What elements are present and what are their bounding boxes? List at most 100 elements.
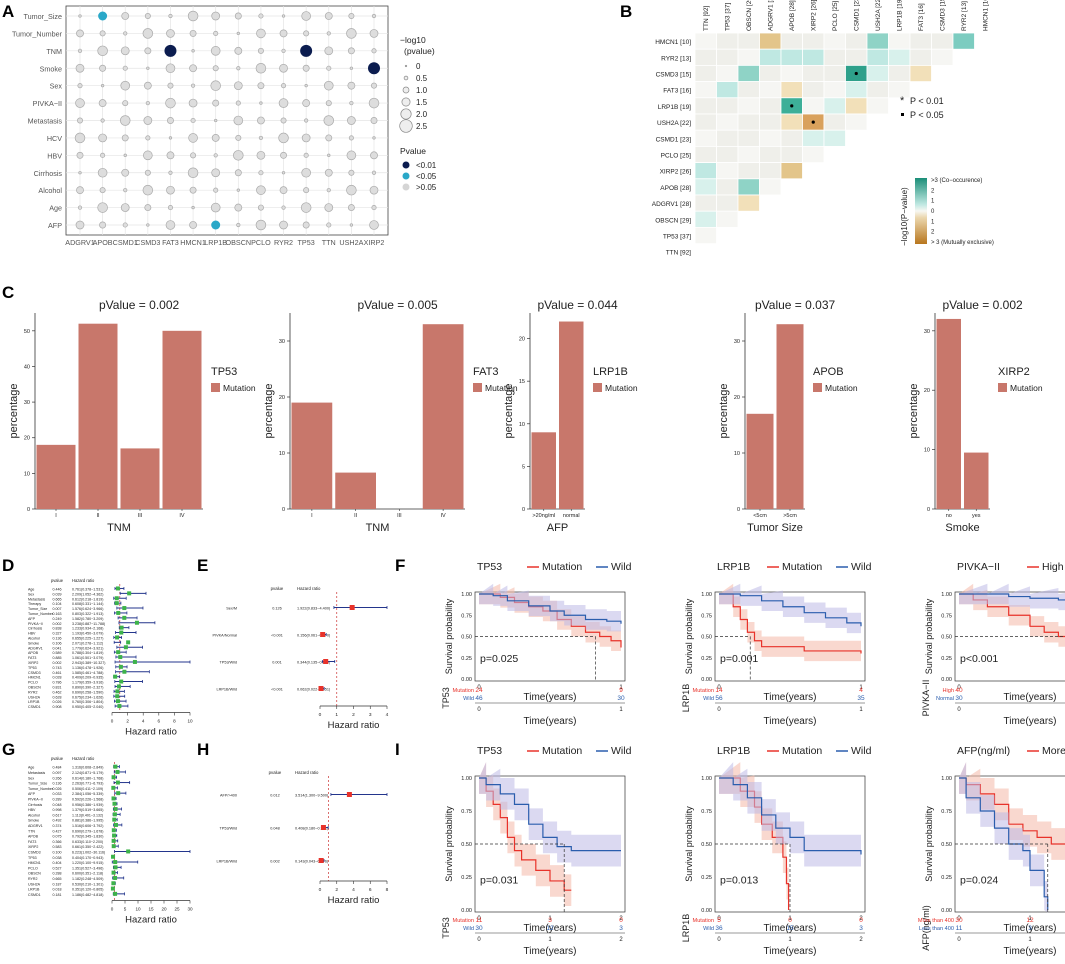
km-legend-label: Mutation [782,745,822,757]
forest-row-label: APOB [28,835,39,839]
y-tick-label: 0 [282,507,285,513]
point-estimate [119,630,124,635]
y-tick-label: 0.00 [941,908,952,914]
data-point [165,63,176,74]
x-tick-label: I [55,513,57,519]
risk-count: 46 [475,695,483,702]
risk-count: 0 [859,917,863,924]
forest-row-label: PCLO [28,866,38,870]
risk-x-tick: 1 [788,937,792,943]
point-estimate [116,791,121,796]
forest-row-label: Tumor_Size [28,782,47,786]
km-curve-blue [719,777,862,855]
row-label: LRP1B [19] [658,104,691,111]
forest-hr-text: 0.788(0.304−1.819) [72,651,103,655]
forest-row-label: CSMD3 [28,671,41,675]
point-estimate [349,605,355,610]
point-estimate [132,659,137,664]
data-point [142,28,154,39]
forest-hr-text: 0.881(0.386−1.995) [72,819,103,823]
forest-row-label: Alcohol [28,813,40,817]
data-point [257,116,265,125]
point-estimate [115,780,120,785]
forest-pvalue: 0.589 [53,651,62,655]
forest-row-label: Therapy [28,602,41,606]
x-tick-label: 8 [173,719,176,724]
y-axis-label: Survival probability [444,598,454,674]
col-label: CSMD1 [23] [853,0,860,31]
forest-row-label: XIRP2 [28,845,38,849]
point-estimate [115,769,120,774]
data-point [279,186,288,195]
heatmap-cell [759,81,782,99]
y-tick-label: 30 [279,339,285,345]
data-point [187,167,199,179]
heatmap-cell [737,97,760,115]
forest-pvalue: 0.075 [53,835,62,839]
legend-title: APOB [813,366,844,378]
forest-row-label: TP53/Wild [219,661,237,665]
forest-pvalue: 0.104 [53,602,62,606]
point-estimate [111,870,116,875]
heatmap-cell [737,194,760,212]
sig-legend-star: * [900,95,905,107]
row-label: CSMD3 [15] [656,72,692,79]
heatmap-cell [737,129,760,147]
data-point [236,66,241,71]
row-label: FAT3 [16] [663,88,691,95]
row-label: OBSCN [29] [655,217,691,224]
x-tick-label: 1 [548,916,552,922]
data-point [121,134,129,142]
data-point [346,28,357,39]
risk-x-tick: 0 [717,937,721,943]
x-axis-label: Time(years) [764,692,817,703]
forest-hr-text: 1.585(0.461−4.788) [72,671,103,675]
col-label: FAT3 [16] [918,3,925,31]
forest-pvalue: 0.136 [53,782,62,786]
heatmap-cell [780,129,803,147]
forest-hr-text: 0.655(0.225−1.227) [72,636,103,640]
data-point [121,12,130,20]
forest-header: Hazard ratio [72,578,95,583]
data-point [278,132,289,144]
risk-table-label: LRP1B [681,914,691,943]
data-point [278,98,289,108]
y-axis-label: percentage [503,383,515,438]
heatmap-cell [909,48,932,66]
data-point [349,223,354,227]
forest-row-label: Metastasis [28,771,45,775]
x-tick-label: ADGRV1 [65,238,94,247]
panel-label-e: E [197,556,209,575]
forest-row-label: APOB [28,651,39,655]
x-tick-label: 0 [111,907,114,912]
heatmap-cell [716,97,739,115]
forest-pvalue: 0.002 [53,622,62,626]
heatmap-cell [888,65,911,83]
x-tick-label: 0 [477,685,481,691]
x-tick-label: PCLO [251,238,271,247]
panel-e-forest: pvalue Hazard ratio Sex/M 0.126 1.922(0.833−… [213,586,389,731]
colorbar-tick: 2 [931,230,935,236]
heatmap-cell [759,129,782,147]
forest-hr-text: 1.179(0.359−3.916) [72,681,103,685]
panel-label-h: H [197,740,210,759]
risk-row-name: Wild [463,696,474,702]
x-tick-label: III [138,513,143,519]
heatmap-cell [802,81,825,99]
x-tick-label: yes [972,513,981,519]
data-point [75,63,85,73]
x-tick-label: 10 [187,719,193,724]
data-point [326,31,331,36]
y-tick-label: 0.75 [701,809,712,815]
data-point [98,99,107,107]
chart-title: pValue = 0.002 [943,298,1024,312]
x-tick-label: 2 [335,887,338,893]
forest-hr-text: 1.136(0.478−1.926) [72,666,103,670]
data-point [281,48,286,53]
x-tick-label: 5 [124,907,127,912]
forest-header: pvalue [271,586,284,591]
heatmap-cell [716,129,739,147]
y-tick-label: 30 [734,339,740,345]
forest-hr-text: 0.675(0.234−1.626) [72,695,103,699]
